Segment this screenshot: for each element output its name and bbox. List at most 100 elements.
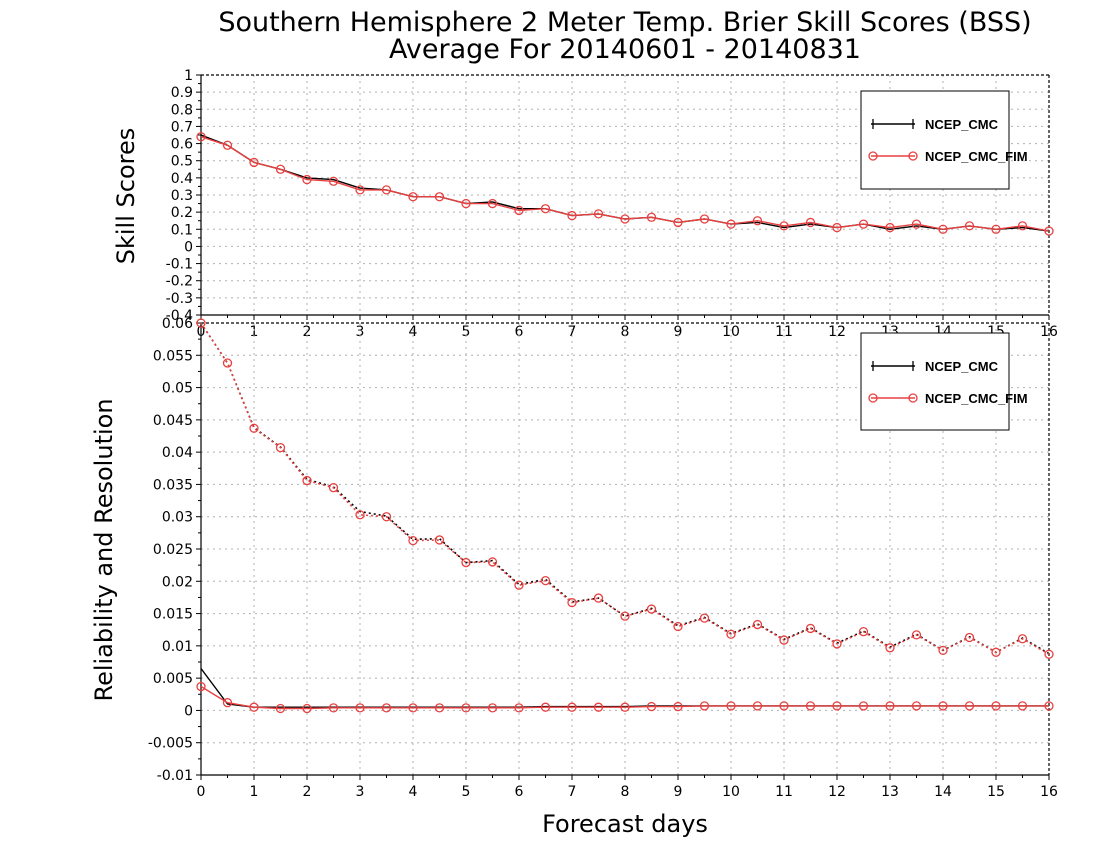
data-point xyxy=(779,221,789,231)
data-point xyxy=(964,632,975,643)
data-point xyxy=(487,557,498,567)
data-point xyxy=(646,604,657,614)
data-point xyxy=(991,701,1001,711)
data-point xyxy=(885,222,895,233)
x-tick-label: 7 xyxy=(568,324,577,340)
legend-label: NCEP_CMC xyxy=(925,117,999,132)
data-point xyxy=(222,140,233,150)
legend-marker-circle xyxy=(868,151,878,161)
series-ncep-cmc-fim-reliability-line xyxy=(200,685,1049,710)
chart-title-line2: Average For 20140601 - 20140831 xyxy=(389,34,861,65)
data-point xyxy=(991,224,1001,234)
x-tick-label: 7 xyxy=(568,784,577,800)
data-point xyxy=(673,217,683,228)
data-point xyxy=(805,217,816,228)
y-tick-label: 0.05 xyxy=(162,381,193,397)
data-point xyxy=(832,639,842,649)
data-point xyxy=(514,703,524,713)
data-point xyxy=(858,701,869,711)
data-point xyxy=(1044,649,1054,659)
chart-title-line1: Southern Hemisphere 2 Meter Temp. Brier … xyxy=(218,7,1031,38)
x-tick-label: 10 xyxy=(722,324,740,340)
y-tick-label: 0.7 xyxy=(171,119,193,135)
data-point xyxy=(964,221,975,231)
x-tick-label: 3 xyxy=(356,324,365,340)
y-tick-label: 0.02 xyxy=(162,574,193,590)
legend: NCEP_CMC NCEP_CMC_FIM xyxy=(860,332,1028,431)
data-point xyxy=(381,185,392,195)
data-point xyxy=(699,613,710,623)
x-tick-label: 3 xyxy=(356,784,365,800)
data-point xyxy=(752,701,763,711)
legend-label: NCEP_CMC_FIM xyxy=(925,391,1028,406)
y-tick-label: 0.5 xyxy=(171,154,193,170)
y-tick-label: 0.1 xyxy=(171,222,193,238)
x-tick-label: 0 xyxy=(197,784,206,800)
data-point xyxy=(805,623,816,634)
data-point xyxy=(249,157,259,168)
data-point xyxy=(646,701,657,712)
data-point xyxy=(540,575,551,586)
y-tick-label: 0.03 xyxy=(162,510,193,526)
data-point xyxy=(196,681,206,692)
y-tick-label: 0.9 xyxy=(171,85,193,101)
data-point xyxy=(1017,634,1028,644)
data-point xyxy=(726,701,736,711)
data-point xyxy=(938,645,948,656)
x-tick-label: 4 xyxy=(409,324,418,340)
data-point xyxy=(911,630,922,640)
data-point xyxy=(487,198,498,209)
y-tick-label: 0.045 xyxy=(153,413,193,429)
data-point xyxy=(673,701,683,712)
legend: NCEP_CMC NCEP_CMC_FIM xyxy=(860,90,1028,190)
x-tick-label: 13 xyxy=(881,784,899,800)
data-point xyxy=(355,703,365,713)
panel-reliability-resolution: -0.01 -0.005 0 0.005 0.01 0.015 0.02 0.025 0.03 0… xyxy=(148,316,1058,800)
data-point xyxy=(779,701,789,711)
y-tick-label: -0.005 xyxy=(148,736,193,752)
x-tick-label: 10 xyxy=(722,784,740,800)
data-point xyxy=(408,535,418,546)
data-point xyxy=(222,358,233,368)
data-point xyxy=(805,701,816,711)
data-point xyxy=(461,557,471,568)
data-point xyxy=(858,627,869,637)
data-point xyxy=(593,702,604,712)
x-tick-label: 6 xyxy=(515,784,524,800)
data-point xyxy=(275,164,286,174)
x-tick-label: 8 xyxy=(621,324,630,340)
data-point xyxy=(699,701,710,711)
data-point xyxy=(540,702,551,712)
data-point xyxy=(275,442,286,453)
data-point xyxy=(779,635,789,645)
legend-marker-circle xyxy=(908,151,918,161)
y-tick-label: 0 xyxy=(184,703,193,719)
x-tick-label: 16 xyxy=(1040,784,1058,800)
y-tick-label: 0.4 xyxy=(171,171,193,187)
y-tick-label: -0.3 xyxy=(166,291,193,307)
data-point xyxy=(249,423,259,433)
y-tick-label: -0.1 xyxy=(166,257,193,273)
data-point xyxy=(832,701,842,711)
data-point xyxy=(620,702,630,712)
data-point xyxy=(858,219,869,229)
y-tick-label: 0 xyxy=(184,239,193,255)
y-tick-label: 0.055 xyxy=(153,348,193,364)
data-point xyxy=(832,222,842,233)
legend-label: NCEP_CMC xyxy=(925,359,999,374)
data-point xyxy=(1044,226,1054,236)
x-tick-label: 2 xyxy=(303,784,312,800)
data-point xyxy=(328,483,339,493)
legend-marker-circle xyxy=(868,393,878,403)
data-point xyxy=(302,703,312,714)
data-point xyxy=(540,204,551,214)
legend-marker-circle xyxy=(908,393,918,403)
y-tick-label: 0.6 xyxy=(171,137,193,153)
data-point xyxy=(434,192,445,202)
y-tick-label: 0.04 xyxy=(162,445,193,461)
top-panel-y-label: Skill Scores xyxy=(112,128,140,265)
data-point xyxy=(302,174,312,185)
bottom-panel-y-label: Reliability and Resolution xyxy=(90,398,118,701)
legend-label: NCEP_CMC_FIM xyxy=(925,149,1028,164)
data-point xyxy=(355,510,365,520)
